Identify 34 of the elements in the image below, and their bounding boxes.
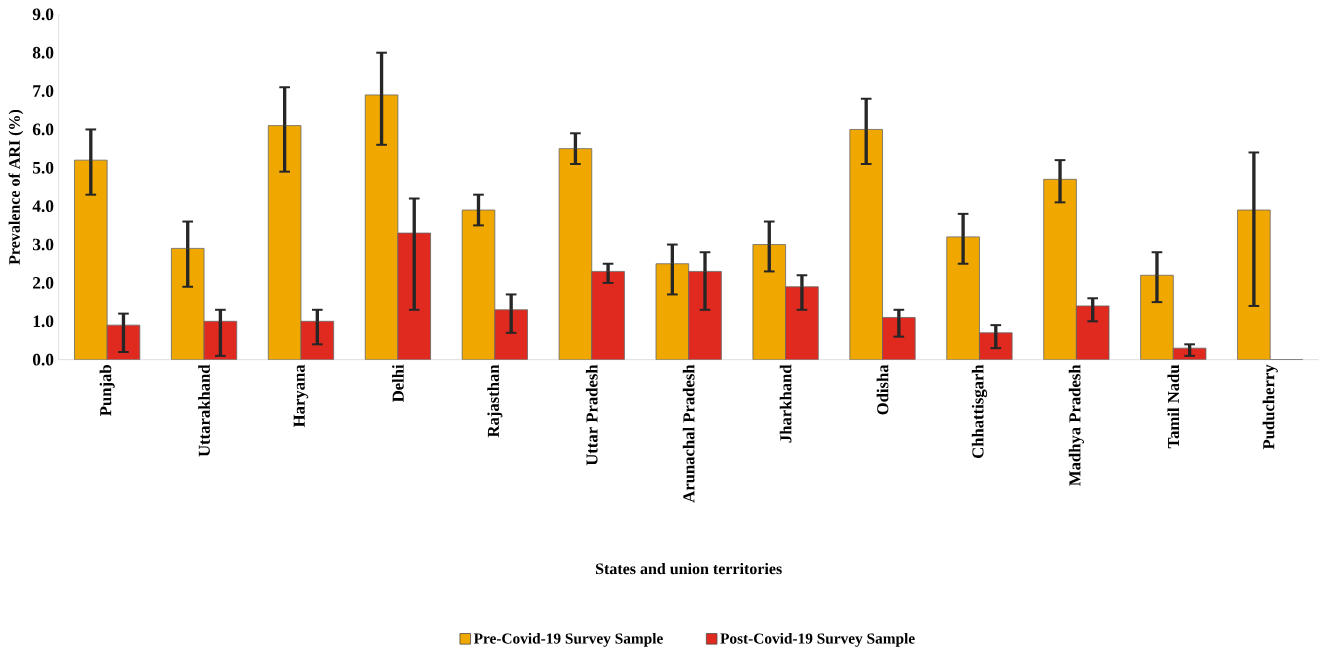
bar	[494, 309, 528, 360]
bar	[979, 332, 1013, 360]
legend-label: Pre-Covid-19 Survey Sample	[473, 632, 663, 647]
x-tick-label: Jharkhand	[779, 364, 792, 443]
y-tick-label: 7.0	[33, 85, 54, 97]
y-tick-label: 5.0	[32, 161, 54, 174]
y-tick-label: 3.0	[32, 238, 54, 251]
bar	[1075, 305, 1110, 360]
x-tick-label: Punjab	[99, 365, 115, 416]
x-tick-label: Rajasthan	[487, 364, 503, 438]
x-tick-label: Tamil Nadu	[1167, 364, 1180, 449]
bar	[688, 271, 722, 360]
x-tick-label: Delhi	[392, 364, 404, 403]
x-tick-label: Odisha	[876, 364, 889, 415]
x-tick-label: Puducherry	[1262, 364, 1278, 450]
y-axis-title: Prevalence of ARI (%)	[8, 109, 24, 265]
y-tick-label: 1.0	[33, 315, 54, 328]
y-tick-label: 6.0	[32, 123, 54, 136]
y-tick-label: 4.0	[32, 200, 54, 213]
x-tick-label: Madhya Pradesh	[1068, 364, 1084, 486]
y-tick-label: 8.0	[32, 46, 54, 59]
bar	[591, 271, 625, 360]
y-tick-label: 2.0	[33, 277, 54, 289]
x-tick-label: Arunachal Pradesh	[682, 364, 695, 503]
y-tick-label: 9.0	[32, 8, 54, 21]
x-tick-label: Chhattisgarh	[971, 364, 988, 459]
legend-label: Post-Covid-19 Survey Sample	[720, 632, 915, 647]
bar	[882, 317, 916, 360]
x-axis-title: States and union territories	[595, 562, 782, 575]
x-tick-label: Uttar Pradesh	[585, 364, 598, 466]
y-tick-label: 0.0	[32, 353, 54, 366]
x-tick-label: Haryana	[293, 364, 309, 428]
x-tick-label: Uttarakhand	[198, 364, 210, 457]
bar	[785, 286, 819, 360]
